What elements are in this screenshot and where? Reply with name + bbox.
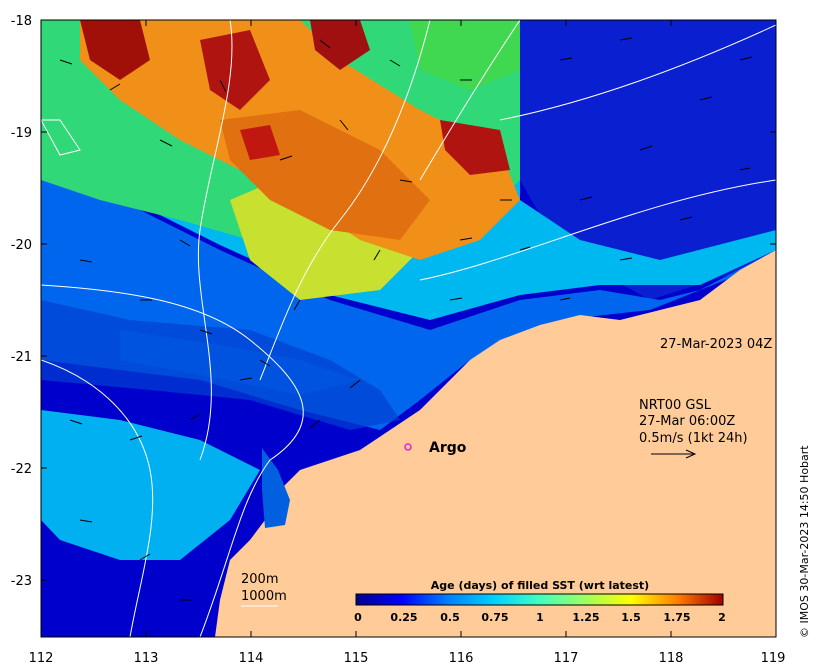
argo-float-marker[interactable] (404, 443, 412, 451)
y-tick-label: -23 (11, 574, 32, 589)
current-vectors (59, 37, 753, 601)
x-tick-label: 119 (761, 651, 786, 666)
colorbar-tick: 0.25 (390, 611, 417, 624)
x-tick-label: 117 (554, 651, 579, 666)
colorbar-tick: 1.75 (663, 611, 690, 624)
current-legend: NRT00 GSL 27-Mar 06:00Z 0.5m/s (1kt 24h) (639, 398, 748, 459)
contour-1000m-label: 1000m (241, 589, 287, 604)
colorbar-tick: 1.25 (572, 611, 599, 624)
colorbar-tick: 0.5 (440, 611, 460, 624)
map-frame (40, 19, 777, 638)
x-axis: 112 113 114 115 116 117 118 119 (29, 20, 786, 666)
timestamp-label: 27-Mar-2023 04Z (660, 337, 772, 352)
colorbar-tick: 0 (354, 611, 362, 624)
colorbar-tick: 1 (536, 611, 544, 624)
current-legend-line3: 0.5m/s (1kt 24h) (639, 431, 748, 446)
y-tick-label: -18 (11, 14, 32, 29)
colorbar-title: Age (days) of filled SST (wrt latest) (431, 579, 649, 592)
colorbar-tick: 2 (718, 611, 726, 624)
depth-contour-legend: 200m 1000m (241, 572, 287, 607)
x-tick-label: 115 (344, 651, 369, 666)
current-legend-line1: NRT00 GSL (639, 398, 712, 413)
x-tick-label: 113 (134, 651, 159, 666)
y-tick-label: -21 (11, 350, 32, 365)
colorbar-tick: 0.75 (481, 611, 508, 624)
x-tick-label: 118 (659, 651, 684, 666)
colorbar-tick: 1.5 (621, 611, 641, 624)
y-tick-label: -20 (11, 238, 32, 253)
y-tick-label: -19 (11, 126, 32, 141)
age-colorbar: Age (days) of filled SST (wrt latest) 0 … (354, 579, 726, 624)
contour-200m-label: 200m (241, 572, 278, 587)
y-tick-label: -22 (11, 462, 32, 477)
credit-label: © IMOS 30-Mar-2023 14:50 Hobart (798, 445, 811, 638)
argo-label: Argo (429, 440, 467, 456)
current-legend-line2: 27-Mar 06:00Z (639, 414, 735, 429)
x-tick-label: 114 (239, 651, 264, 666)
x-tick-label: 116 (449, 651, 474, 666)
x-tick-label: 112 (29, 651, 54, 666)
y-axis: -18 -19 -20 -21 -22 -23 (11, 14, 776, 589)
sst-age-field (41, 20, 776, 637)
